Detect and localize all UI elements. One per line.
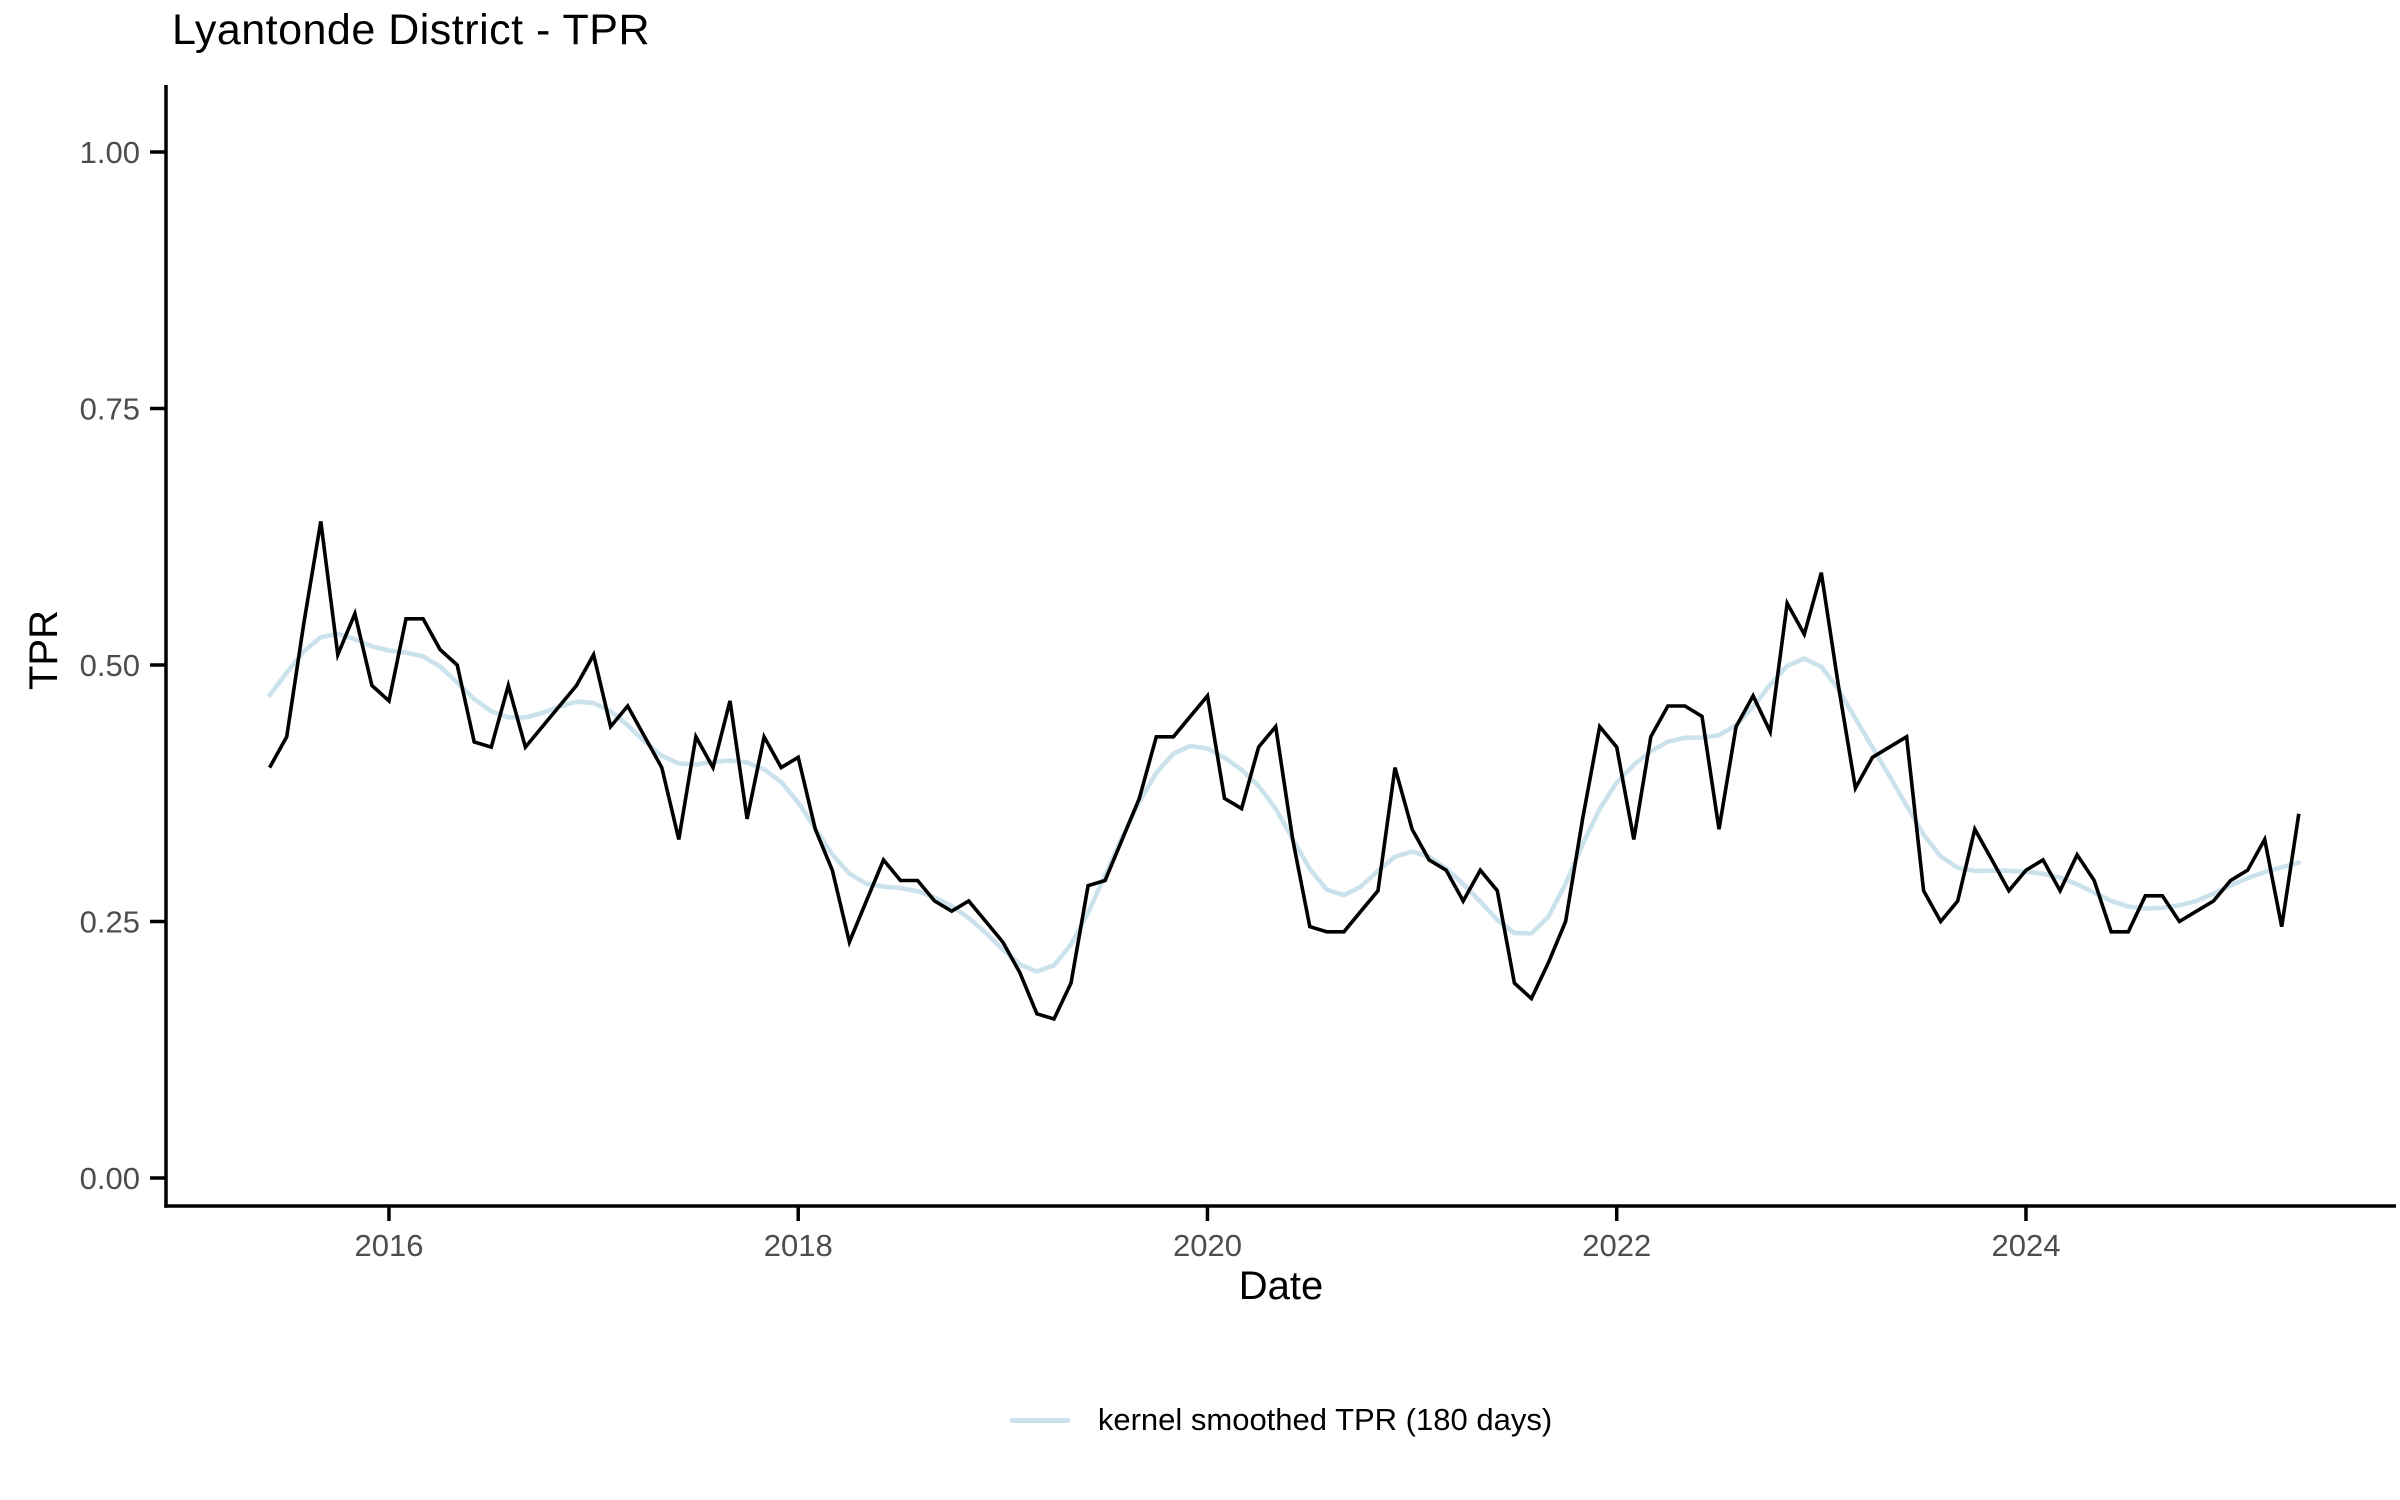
axes: [164, 85, 2396, 1208]
axis-ticks: 0.00 0.25 0.50 0.75 1.00 2016 2018 2020 2022 2024: [80, 135, 2061, 1263]
tick-label: 2016: [354, 1228, 423, 1263]
tick-label: 1.00: [80, 135, 140, 170]
tick-label: 2024: [1991, 1228, 2060, 1263]
legend-key-line-icon: [1009, 1417, 1070, 1423]
chart-title: Lyantonde District - TPR: [172, 6, 651, 54]
tick-label: 2018: [764, 1228, 833, 1263]
tick-label: 0.00: [80, 1161, 140, 1196]
legend-label: kernel smoothed TPR (180 days): [1097, 1402, 1553, 1437]
kernel-smoothed-line: [267, 631, 2302, 974]
tpr-raw-line: [268, 521, 2301, 1022]
tick-label: 0.25: [80, 905, 140, 940]
tick-label: 2022: [1582, 1228, 1651, 1263]
x-axis-title: Date: [1238, 1264, 1324, 1308]
legend: kernel smoothed TPR (180 days): [166, 1398, 2396, 1442]
tick-label: 0.75: [80, 392, 140, 427]
tick-label: 2020: [1173, 1228, 1242, 1263]
tick-label: 0.50: [80, 648, 140, 683]
